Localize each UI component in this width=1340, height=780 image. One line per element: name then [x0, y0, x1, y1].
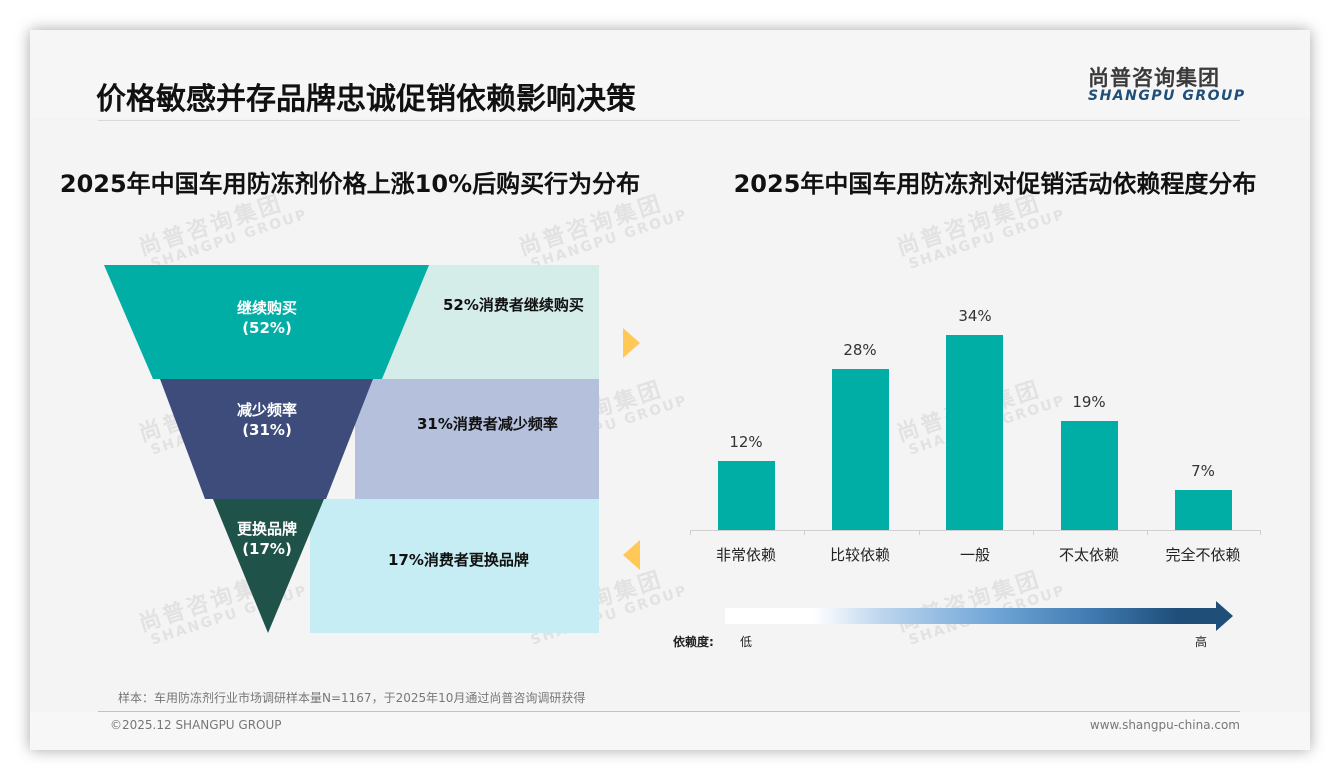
bar-chart-title: 2025年中国车用防冻剂对促销活动依赖程度分布 [733, 170, 1257, 198]
axis-tick [1147, 530, 1148, 535]
axis-tick [690, 530, 691, 535]
funnel-panel-1-text: 52%消费者继续购买 [443, 296, 584, 314]
x-axis-label: 完全不依赖 [1165, 546, 1241, 564]
sample-note: 样本：车用防冻剂行业市场调研样本量N=1167，于2025年10月通过尚普咨询调… [118, 691, 586, 705]
dependency-label: 依赖度: [673, 635, 714, 649]
funnel-tier-2 [160, 379, 373, 499]
bar-value: 12% [729, 433, 763, 451]
dependency-gradient-bar [725, 608, 1217, 624]
axis-tick [919, 530, 920, 535]
funnel-panel-3 [310, 499, 599, 633]
header-band [30, 30, 1310, 118]
bar-not-dependent [1175, 490, 1232, 530]
x-axis-label: 一般 [959, 546, 990, 564]
dependency-high-label: 高 [1195, 635, 1208, 649]
footer-divider [98, 711, 1240, 712]
bar-value: 7% [1191, 462, 1215, 480]
arrow-head-icon [1216, 601, 1233, 631]
axis-tick [1260, 530, 1261, 535]
slide: 尚普咨询集团 SHANGPU GROUP 尚普咨询集团 SHANGPU GROUP … [30, 30, 1310, 750]
dependency-low-label: 低 [740, 635, 753, 649]
logo-cn: 尚普咨询集团 [1088, 66, 1220, 90]
bar-value: 28% [843, 341, 877, 359]
funnel-panel-2-text: 31%消费者减少频率 [417, 415, 558, 433]
funnel-chart-title: 2025年中国车用防冻剂价格上涨10%后购买行为分布 [59, 170, 641, 198]
copyright: ©2025.12 SHANGPU GROUP [110, 718, 282, 732]
bar-value: 19% [1072, 393, 1106, 411]
bar-not-very-dependent [1061, 421, 1118, 530]
funnel-tier-2-label: 减少频率 (31%) [236, 401, 297, 439]
x-axis-label: 不太依赖 [1058, 546, 1119, 564]
bar-value: 34% [958, 307, 992, 325]
funnel-tier-1 [104, 265, 429, 379]
x-axis-label: 比较依赖 [829, 546, 890, 564]
arrow-right-icon [623, 328, 640, 358]
footer-band [30, 712, 1310, 750]
funnel-panel-2 [355, 379, 599, 499]
funnel-tier-1-label: 继续购买 (52%) [236, 299, 297, 337]
bar-neutral [946, 335, 1003, 530]
funnel-panel-3-text: 17%消费者更换品牌 [388, 551, 529, 569]
x-axis [690, 530, 1261, 531]
x-axis-label: 非常依赖 [715, 546, 776, 564]
page-title: 价格敏感并存品牌忠诚促销依赖影响决策 [96, 82, 636, 117]
logo-en: SHANGPU GROUP [1088, 88, 1246, 104]
title-divider [98, 120, 1240, 121]
bar-very-dependent [718, 461, 775, 530]
funnel-chart [104, 265, 599, 633]
funnel-tier-3 [213, 499, 324, 633]
arrow-left-icon [623, 540, 640, 570]
bar-fairly-dependent [832, 369, 889, 530]
axis-tick [804, 530, 805, 535]
axis-tick [1033, 530, 1034, 535]
funnel-tier-3-label: 更换品牌 (17%) [236, 520, 297, 558]
website-link[interactable]: www.shangpu-china.com [1089, 718, 1240, 732]
